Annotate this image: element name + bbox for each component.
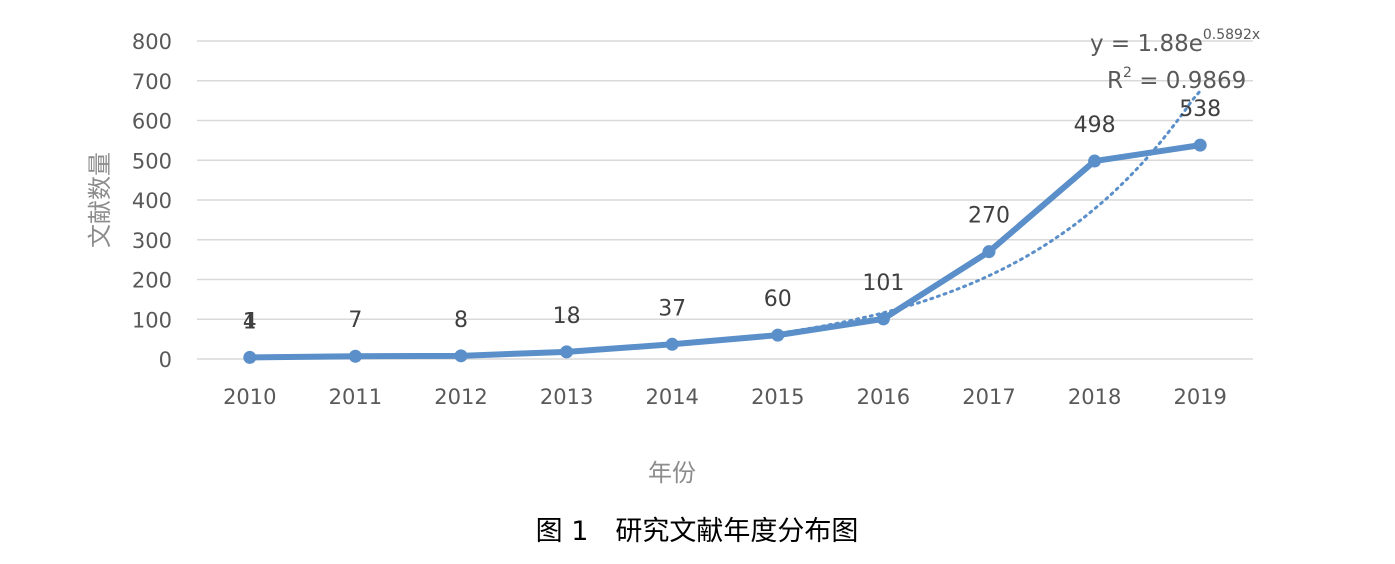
data-point [665, 337, 679, 351]
x-tick-label: 2017 [962, 385, 1015, 409]
data-label: 18 [553, 304, 581, 329]
gridlines [197, 40, 1253, 360]
data-label: 4 [243, 309, 257, 334]
trendline-equation: y = 1.88e0.5892x [1090, 27, 1260, 57]
x-tick-label: 2019 [1173, 385, 1226, 409]
y-tick-label: 800 [132, 30, 172, 54]
trendline-r2-exponent: 2 [1123, 65, 1132, 81]
y-tick-label: 500 [132, 149, 172, 173]
data-point [876, 312, 890, 326]
x-tick-label: 2016 [857, 385, 910, 409]
trendline-r2-base: R [1107, 68, 1123, 94]
y-axis-title: 文献数量 [86, 152, 114, 248]
x-tick-label: 2018 [1068, 385, 1121, 409]
x-tick-label: 2013 [540, 385, 593, 409]
data-label: 270 [968, 204, 1010, 229]
x-tick-label: 2011 [329, 385, 382, 409]
x-tick-label: 2012 [434, 385, 487, 409]
trendline-equation-base: y = 1.88e [1090, 31, 1203, 57]
data-point [560, 345, 574, 359]
data-point [771, 328, 785, 342]
trendline-r2: R2 = 0.9869 [1107, 65, 1246, 94]
x-tick-labels: 2010 2011 2012 2013 2014 2015 2016 2017 2018 2019 [223, 385, 1227, 409]
y-tick-label: 600 [132, 110, 172, 134]
data-point [454, 349, 468, 363]
data-label: 538 [1179, 97, 1221, 122]
data-label: 498 [1074, 113, 1116, 138]
data-label: 60 [764, 287, 792, 312]
y-tick-label: 300 [132, 229, 172, 253]
data-point [243, 350, 257, 364]
x-tick-label: 2015 [751, 385, 804, 409]
y-tick-label: 0 [159, 348, 172, 372]
y-tick-label: 200 [132, 269, 172, 293]
data-point [348, 349, 362, 363]
series-line [246, 142, 1204, 361]
y-tick-label: 100 [132, 308, 172, 332]
x-axis-title: 年份 [648, 459, 696, 487]
data-points [243, 138, 1207, 364]
data-labels: 4 7 8 18 37 60 101 270 498 538 [243, 97, 1221, 334]
data-point [982, 245, 996, 259]
trendline-r2-value: = 0.9869 [1132, 68, 1246, 94]
trendline [248, 89, 1202, 360]
trendline-equation-exponent: 0.5892x [1203, 27, 1260, 43]
y-tick-label: 400 [132, 189, 172, 213]
data-label: 37 [658, 296, 686, 321]
data-point [1193, 138, 1207, 152]
x-tick-label: 2010 [223, 385, 276, 409]
data-point [1088, 154, 1102, 168]
data-label: 8 [454, 308, 468, 333]
figure-caption: 图 1 研究文献年度分布图 [536, 516, 859, 547]
y-tick-labels: 0 100 200 300 400 500 600 700 800 [132, 30, 172, 372]
y-tick-label: 700 [132, 70, 172, 94]
x-tick-label: 2014 [645, 385, 698, 409]
overlap-data-label: 1 [243, 309, 257, 334]
data-label: 101 [862, 271, 904, 296]
data-label: 7 [348, 308, 362, 333]
